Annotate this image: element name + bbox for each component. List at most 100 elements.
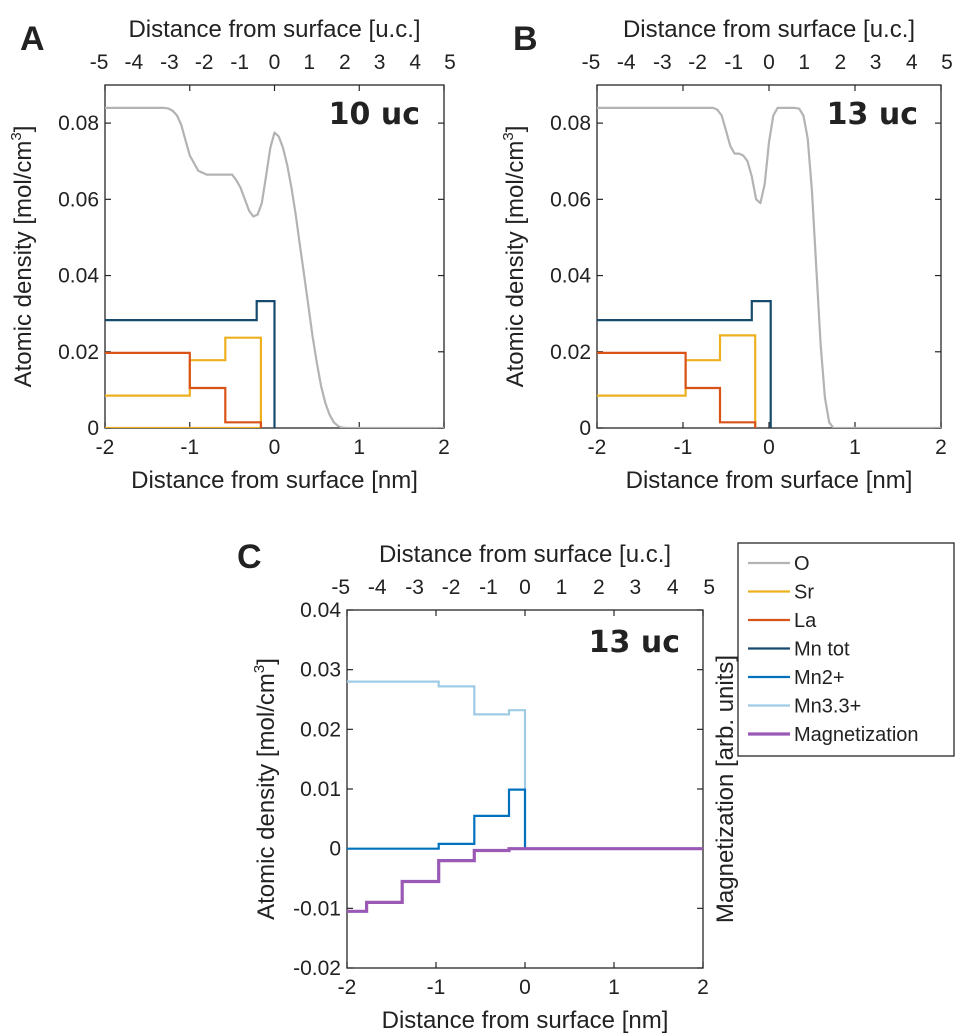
y2-axis-label: Magnetization [arb. units] [712, 655, 739, 923]
x2-tick-label: -1 [230, 51, 249, 74]
x-tick-label: 1 [353, 436, 365, 459]
y-axis-label-sup: 3 [251, 665, 268, 673]
y-axis-label-main: Atomic density [mol/cm [253, 673, 280, 920]
x2-tick-label: 3 [630, 576, 642, 599]
y-tick-label: 0.02 [300, 718, 341, 741]
series-line-la [105, 351, 262, 428]
x2-tick-label: -5 [331, 576, 350, 599]
y-axis-label-main: Atomic density [mol/cm [10, 141, 37, 388]
x-tick-label: 0 [269, 436, 281, 459]
x2-axis-label: Distance from surface [u.c.] [128, 16, 420, 43]
x-tick-label: -2 [588, 436, 607, 459]
y-tick-label: 0.06 [550, 188, 591, 211]
legend-label: La [794, 610, 817, 632]
panel-letter: B [513, 20, 538, 58]
series-line-mn-tot [105, 300, 276, 428]
series-line-sr [597, 334, 757, 428]
x2-tick-label: 1 [556, 576, 568, 599]
series-line-mn2- [347, 788, 703, 850]
x2-axis-label: Distance from surface [u.c.] [623, 16, 915, 43]
series-line-magnetization [347, 847, 703, 913]
series-line-mn-tot [597, 300, 772, 428]
x2-tick-label: -1 [479, 576, 498, 599]
x2-tick-label: 1 [303, 51, 315, 74]
y-axis-label: Atomic density [mol/cm3] [500, 126, 529, 388]
y-axis-label-end: ] [10, 126, 37, 133]
series-line-mn3-3- [347, 680, 527, 849]
y-tick-label: 0.04 [300, 599, 341, 622]
y-tick-label: 0.06 [58, 188, 99, 211]
y-axis-label-end: ] [502, 126, 529, 133]
y-axis-label: Atomic density [mol/cm3] [251, 658, 280, 920]
x2-tick-label: 2 [339, 51, 351, 74]
x2-tick-label: -2 [195, 51, 214, 74]
series-group [347, 680, 703, 913]
panel-letter: A [20, 20, 45, 58]
y-tick-label: 0.03 [300, 659, 341, 682]
x2-tick-label: 3 [870, 51, 882, 74]
panel-annotation: 13 uc [827, 97, 918, 132]
legend-label: Mn tot [794, 639, 850, 661]
x2-tick-label: 0 [763, 51, 775, 74]
panel-letter: C [237, 538, 262, 576]
x-tick-label: 2 [935, 436, 947, 459]
legend-label: Magnetization [794, 724, 919, 746]
x-tick-label: 1 [608, 976, 620, 999]
x2-tick-label: -4 [124, 51, 143, 74]
y-tick-label: 0.04 [58, 265, 99, 288]
x2-tick-label: 4 [906, 51, 918, 74]
x-tick-label: 0 [763, 436, 775, 459]
y-axis-label-end: ] [253, 658, 280, 665]
x2-tick-label: 4 [409, 51, 421, 74]
y-tick-label: 0 [329, 838, 341, 861]
x2-tick-label: 0 [519, 576, 531, 599]
x-tick-label: -2 [96, 436, 115, 459]
panel-a: -2 -1 0 1 2-5 -4 -3 -2 -1 0 1 2 3 4 500.020.040.060.08… [8, 16, 456, 494]
x2-tick-label: -4 [617, 51, 636, 74]
legend-label: O [794, 553, 810, 575]
y-tick-label: 0.01 [300, 778, 341, 801]
x2-tick-label: -4 [368, 576, 387, 599]
y-tick-label: 0.04 [550, 265, 591, 288]
x2-axis-label: Distance from surface [u.c.] [379, 541, 671, 568]
x-tick-label: -1 [674, 436, 693, 459]
y-tick-label: 0 [87, 417, 99, 440]
x2-tick-label: -3 [653, 51, 672, 74]
x2-tick-label: 4 [667, 576, 679, 599]
x-tick-label: 2 [438, 436, 450, 459]
x2-tick-label: 1 [798, 51, 810, 74]
y-tick-label: 0.02 [550, 341, 591, 364]
y-tick-label: -0.01 [293, 897, 341, 920]
x2-tick-label: -2 [688, 51, 707, 74]
panel-b: -2 -1 0 1 2-5 -4 -3 -2 -1 0 1 2 3 4 500.020.040.060.08… [500, 16, 953, 494]
series-line-la [597, 351, 757, 428]
panel-annotation: 13 uc [589, 625, 680, 660]
y-axis-label-main: Atomic density [mol/cm [502, 141, 529, 388]
x2-tick-label: -3 [405, 576, 424, 599]
legend-label: Mn2+ [794, 667, 845, 689]
x-tick-label: -2 [338, 976, 357, 999]
y-tick-label: 0.02 [58, 341, 99, 364]
x-axis-label: Distance from surface [nm] [382, 1007, 669, 1034]
x-axis-label: Distance from surface [nm] [626, 467, 913, 494]
x2-tick-label: 2 [835, 51, 847, 74]
series-line-o [105, 106, 444, 428]
legend: O Sr La Mn tot Mn2+ Mn3.3+ Magnetization [737, 542, 955, 757]
series-group [597, 106, 941, 428]
y-tick-label: 0.08 [550, 112, 591, 135]
y-tick-label: -0.02 [293, 957, 341, 980]
x-tick-label: 2 [697, 976, 709, 999]
panel-annotation: 10 uc [329, 97, 420, 132]
x-tick-label: 0 [519, 976, 531, 999]
x2-tick-label: 3 [374, 51, 386, 74]
x2-tick-label: -1 [724, 51, 743, 74]
x2-tick-label: 0 [269, 51, 281, 74]
y-tick-label: 0 [579, 417, 591, 440]
x2-tick-label: -5 [582, 51, 601, 74]
y-axis-label: Atomic density [mol/cm3] [8, 126, 37, 388]
x2-tick-label: -3 [160, 51, 179, 74]
x-tick-label: 1 [849, 436, 861, 459]
y-axis-label-sup: 3 [500, 132, 517, 140]
x2-tick-label: 2 [593, 576, 605, 599]
